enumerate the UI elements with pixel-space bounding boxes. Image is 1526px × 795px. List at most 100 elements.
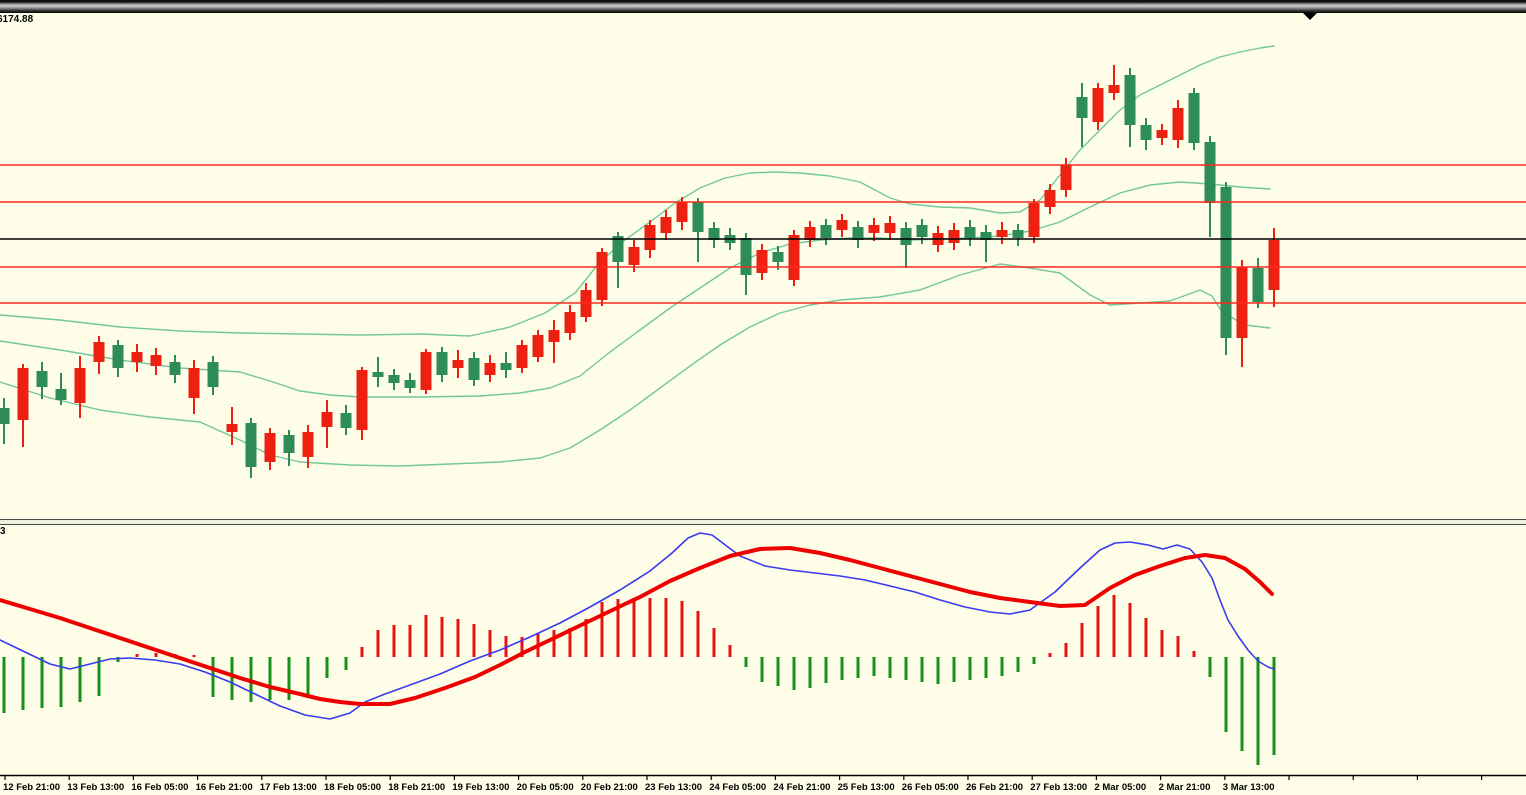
candle — [708, 222, 720, 248]
candle — [302, 425, 314, 468]
candle — [372, 357, 384, 387]
x-axis-label: 18 Feb 21:00 — [388, 782, 445, 793]
candle — [1188, 88, 1200, 150]
x-axis-label: 20 Feb 21:00 — [581, 782, 638, 793]
candle — [1156, 124, 1168, 145]
candle — [868, 218, 880, 241]
x-axis-label: 19 Feb 13:00 — [452, 782, 509, 793]
candle — [612, 232, 624, 288]
candle — [756, 244, 768, 280]
x-axis-label: 2 Mar 21:00 — [1159, 782, 1211, 793]
bollinger-lower-line — [0, 263, 1271, 467]
candle — [169, 355, 181, 383]
candle — [404, 373, 416, 393]
candle — [500, 352, 512, 378]
candle — [772, 246, 784, 270]
candle — [516, 340, 528, 373]
candle — [996, 222, 1008, 244]
x-axis-label: 27 Feb 13:00 — [1030, 782, 1087, 793]
candle — [660, 210, 672, 240]
candle — [356, 367, 368, 440]
candlesticks — [0, 65, 1280, 478]
bollinger-middle-line — [0, 181, 1271, 398]
candle — [532, 330, 544, 362]
x-axis-label: 24 Feb 05:00 — [709, 782, 766, 793]
x-axis-label: 20 Feb 05:00 — [517, 782, 574, 793]
x-axis-label: 2 Mar 05:00 — [1094, 782, 1146, 793]
candle — [245, 418, 257, 478]
candle — [596, 248, 608, 306]
x-axis-label: 18 Feb 05:00 — [324, 782, 381, 793]
x-axis-label: 12 Feb 21:00 — [3, 782, 60, 793]
candle — [692, 198, 704, 262]
candle — [452, 350, 464, 378]
x-axis-labels: 12 Feb 21:00 13 Feb 13:00 16 Feb 05:00 16 F… — [3, 782, 1275, 793]
candle — [964, 220, 976, 246]
panel-separator[interactable] — [0, 519, 1526, 525]
candle — [1140, 118, 1152, 150]
dropdown-arrow-icon[interactable] — [1303, 13, 1317, 20]
candle — [484, 355, 496, 382]
candle — [468, 352, 480, 386]
candle — [1236, 260, 1248, 367]
candle — [420, 349, 432, 394]
candle — [1076, 83, 1088, 147]
candle — [1220, 182, 1232, 355]
candle — [884, 216, 896, 240]
candle — [948, 223, 960, 250]
x-axis-label: 25 Feb 13:00 — [838, 782, 895, 793]
x-axis — [0, 774, 1526, 780]
candle — [548, 320, 560, 363]
candle — [836, 214, 848, 237]
candle — [321, 400, 333, 448]
candle — [388, 369, 400, 390]
x-axis-label: 16 Feb 05:00 — [131, 782, 188, 793]
x-axis-label: 23 Feb 13:00 — [645, 782, 702, 793]
candle — [1172, 100, 1184, 148]
x-axis-label: 3 Mar 13:00 — [1223, 782, 1275, 793]
candle — [900, 222, 912, 268]
candle — [916, 219, 928, 244]
x-axis-label: 17 Feb 13:00 — [260, 782, 317, 793]
candle — [1204, 136, 1216, 237]
macd-line — [0, 532, 1275, 720]
candle — [564, 305, 576, 340]
candle — [980, 225, 992, 262]
x-axis-label: 26 Feb 05:00 — [902, 782, 959, 793]
candle — [1108, 65, 1120, 100]
bollinger-upper-line — [0, 45, 1275, 337]
candle — [283, 430, 295, 466]
candle — [55, 373, 67, 405]
candle — [804, 221, 816, 247]
candle — [1028, 199, 1040, 243]
x-axis-label: 24 Feb 21:00 — [773, 782, 830, 793]
window-title-bar — [0, 0, 1526, 13]
candle — [36, 362, 48, 399]
candle — [150, 348, 162, 375]
indicator-value-label: 3 — [0, 526, 6, 537]
candle — [340, 405, 352, 435]
candle — [1044, 184, 1056, 214]
candle — [1060, 158, 1072, 197]
candle — [740, 233, 752, 295]
candle — [264, 428, 276, 470]
candle — [112, 340, 124, 377]
candle — [1124, 68, 1136, 147]
candle — [1252, 258, 1264, 308]
x-axis-label: 13 Feb 13:00 — [67, 782, 124, 793]
candle — [74, 356, 86, 418]
candle — [1012, 224, 1024, 246]
macd-signal-line — [0, 546, 1274, 706]
horizontal-level-lines[interactable] — [0, 164, 1526, 304]
x-axis-label: 16 Feb 21:00 — [196, 782, 253, 793]
candle — [0, 398, 10, 444]
candle — [17, 364, 29, 447]
candle — [226, 407, 238, 445]
candle — [131, 344, 143, 372]
candle — [820, 219, 832, 245]
x-axis-label: 26 Feb 21:00 — [966, 782, 1023, 793]
candle — [93, 336, 105, 374]
candle — [1092, 83, 1104, 130]
